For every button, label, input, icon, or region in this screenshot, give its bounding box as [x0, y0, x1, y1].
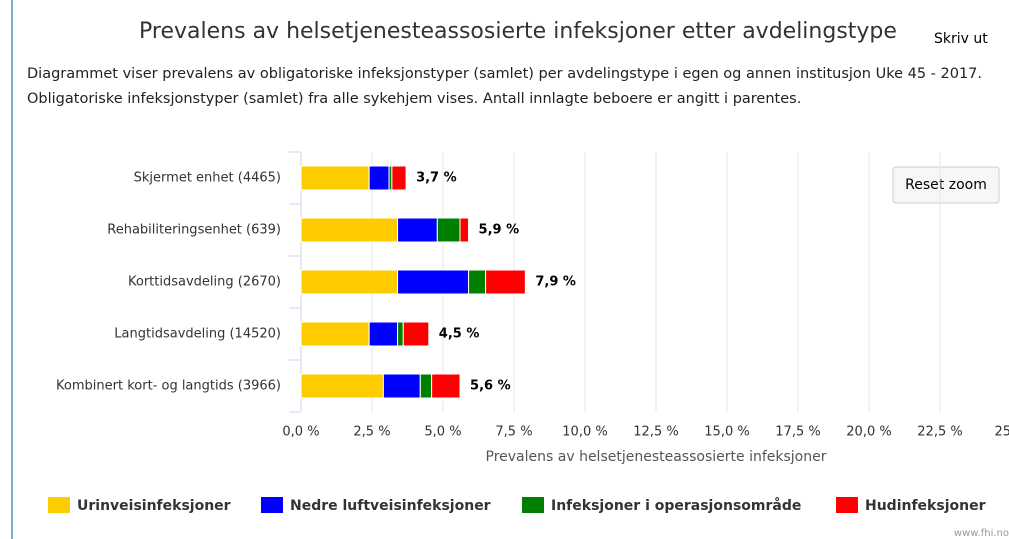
print-button[interactable]: Skriv ut — [934, 31, 988, 47]
bar-segment — [459, 217, 470, 243]
legend-label: Nedre luftveisinfeksjoner — [290, 498, 491, 514]
bar-segment — [397, 269, 470, 295]
x-axis-title: Prevalens av helsetjenesteassosierte inf… — [486, 449, 827, 465]
bar-segment — [397, 217, 438, 243]
legend-label: Infeksjoner i operasjonsområde — [551, 497, 801, 514]
bar-segment — [300, 217, 399, 243]
legend-swatch — [261, 497, 283, 513]
y-tick-label: Skjermet enhet (4465) — [134, 171, 281, 186]
bar-segment — [300, 321, 370, 347]
x-tick-label: 10,0 % — [562, 425, 607, 440]
total-label: 5,9 % — [479, 223, 520, 238]
legend-swatch — [836, 497, 858, 513]
y-tick-label: Kombinert kort- og langtids (3966) — [56, 379, 281, 394]
legend-swatch — [48, 497, 70, 513]
bar-segment — [397, 321, 404, 347]
y-tick-label: Korttidsavdeling (2670) — [128, 275, 281, 290]
x-tick-label: 12,5 % — [633, 425, 678, 440]
x-tick-label: 7,5 % — [495, 425, 532, 440]
subtitle: Diagrammet viser prevalens av obligatori… — [27, 66, 983, 107]
bar-segment — [300, 373, 384, 399]
bar-segment — [368, 321, 399, 347]
bar-segment — [300, 165, 370, 191]
chart-title: Prevalens av helsetjenesteassosierte inf… — [139, 19, 897, 44]
bar-segment — [368, 165, 390, 191]
reset-zoom-button[interactable] — [892, 166, 1000, 204]
credit: www.fhi.no — [954, 528, 1009, 539]
y-tick-label: Rehabiliteringsenhet (639) — [107, 223, 281, 238]
bar-segment — [468, 269, 487, 295]
x-tick-label: 5,0 % — [424, 425, 461, 440]
bar-segment — [382, 373, 421, 399]
bar-segment — [436, 217, 461, 243]
bar-segment — [391, 165, 407, 191]
x-tick-label: 17,5 % — [775, 425, 820, 440]
x-tick-label: 2,5 % — [353, 425, 390, 440]
bar-segment — [431, 373, 461, 399]
bar-segment — [402, 321, 430, 347]
total-label: 7,9 % — [535, 275, 576, 290]
x-tick-label: 20,0 % — [846, 425, 891, 440]
x-tick-label: 22,5 % — [917, 425, 962, 440]
bar-segment — [300, 269, 399, 295]
legend-label: Hudinfeksjoner — [865, 498, 986, 514]
bar-segment — [419, 373, 433, 399]
x-tick-label: 25,... — [994, 425, 1009, 440]
total-label: 4,5 % — [439, 327, 480, 342]
legend-swatch — [522, 497, 544, 513]
bar-segment — [485, 269, 526, 295]
reset-zoom-label[interactable]: Reset zoom — [905, 177, 987, 193]
legend-label: Urinveisinfeksjoner — [77, 498, 231, 514]
x-tick-label: 15,0 % — [704, 425, 749, 440]
total-label: 5,6 % — [470, 379, 511, 394]
x-tick-label: 0,0 % — [282, 425, 319, 440]
total-label: 3,7 % — [416, 171, 457, 186]
y-tick-label: Langtidsavdeling (14520) — [114, 327, 281, 342]
